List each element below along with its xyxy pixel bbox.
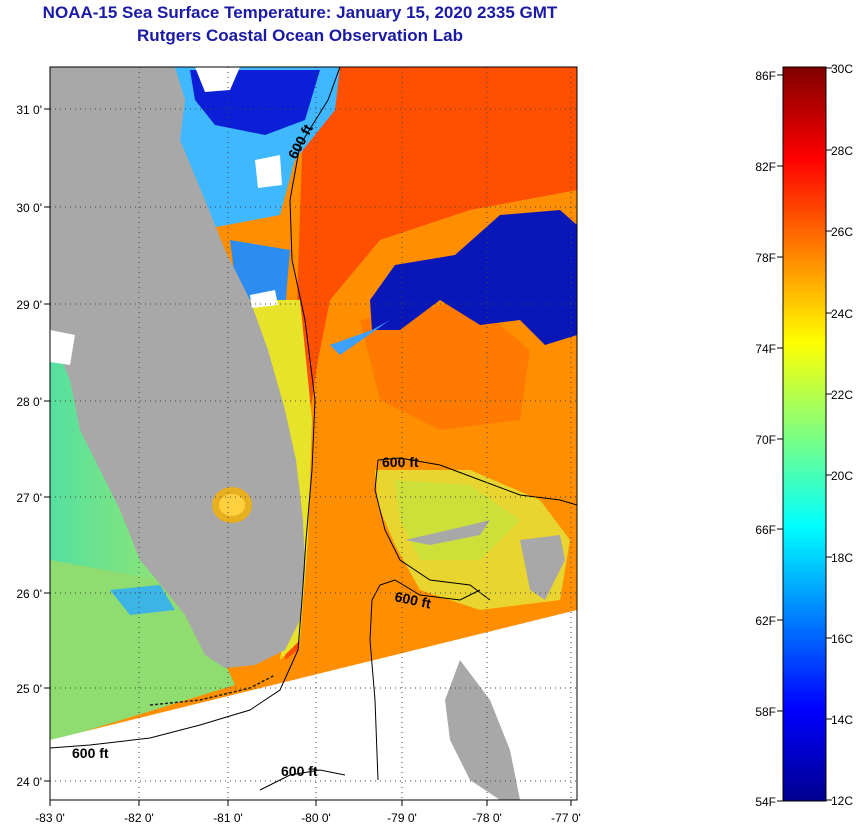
colorbar-fahrenheit-label: 54F	[755, 795, 776, 809]
isobath-contours	[50, 67, 577, 791]
grand-bahama-island	[405, 520, 490, 545]
contour-label: 600 ft	[281, 763, 318, 779]
latitude-label: 27 0'	[16, 491, 42, 505]
cold-eddy-edge	[330, 320, 390, 355]
colorbar-celsius-label: 14C	[831, 713, 853, 727]
longitude-label: -77 0'	[551, 811, 581, 825]
latitude-label: 29 0'	[16, 298, 42, 312]
axis-ticks	[44, 108, 572, 806]
nearshore-band	[230, 300, 312, 660]
longitude-label: -78 0'	[472, 811, 502, 825]
latitude-label: 28 0'	[16, 395, 42, 409]
colorbar-celsius-label: 18C	[831, 551, 853, 565]
colorbar-celsius-label: 20C	[831, 469, 853, 483]
map-frame	[49, 66, 578, 801]
colorbar-celsius-label: 16C	[831, 632, 853, 646]
latitude-label: 26 0'	[16, 587, 42, 601]
colorbar-celsius-label: 30C	[831, 62, 853, 76]
longitude-label: -80 0'	[301, 811, 331, 825]
longitude-label: -79 0'	[387, 811, 417, 825]
latitude-label: 30 0'	[16, 201, 42, 215]
colorbar-ticks	[777, 67, 832, 802]
cloud-patch	[255, 155, 282, 188]
no-data-region	[50, 610, 577, 800]
colorbar-fahrenheit-label: 62F	[755, 614, 776, 628]
colorbar-fahrenheit-label: 82F	[755, 160, 776, 174]
longitude-label: -82 0'	[124, 811, 154, 825]
colorbar-celsius-label: 26C	[831, 225, 853, 239]
contour-label: 600 ft	[382, 454, 419, 470]
longitude-label: -81 0'	[213, 811, 243, 825]
graticule	[50, 67, 577, 800]
colorbar-celsius-label: 12C	[831, 794, 853, 808]
andros-island	[445, 660, 520, 800]
colorbar-fahrenheit-label: 86F	[755, 69, 776, 83]
map-subtitle: Rutgers Coastal Ocean Observation Lab	[137, 26, 463, 45]
colorbar-fahrenheit-label: 74F	[755, 342, 776, 356]
latitude-label: 25 0'	[16, 682, 42, 696]
cold-eddy	[370, 210, 577, 345]
colorbar-celsius-label: 24C	[831, 307, 853, 321]
latitude-label: 31 0'	[16, 103, 42, 117]
latitude-label: 24 0'	[16, 775, 42, 789]
florida-keys	[149, 674, 276, 706]
colorbar-celsius-label: 28C	[831, 144, 853, 158]
contour-label: 600 ft	[72, 745, 109, 761]
map-title: NOAA-15 Sea Surface Temperature: January…	[42, 3, 558, 22]
temperature-colorbar	[782, 66, 827, 802]
abaco-island	[520, 535, 565, 600]
contour-label: 600 ft	[393, 588, 432, 611]
longitude-label: -83 0'	[35, 811, 65, 825]
sst-image	[50, 67, 577, 800]
gulf-stream-core	[285, 67, 577, 660]
gulf-cool-patch	[110, 585, 175, 615]
colorbar-celsius-label: 22C	[831, 388, 853, 402]
colorbar-fahrenheit-label: 66F	[755, 523, 776, 537]
colorbar-fahrenheit-label: 78F	[755, 251, 776, 265]
colorbar-fahrenheit-label: 58F	[755, 705, 776, 719]
colorbar-fahrenheit-label: 70F	[755, 433, 776, 447]
cloud-patch	[50, 330, 75, 365]
cloud-patch	[195, 67, 240, 92]
gulf-coastal-water	[50, 560, 235, 742]
lake-okeechobee	[219, 494, 245, 516]
